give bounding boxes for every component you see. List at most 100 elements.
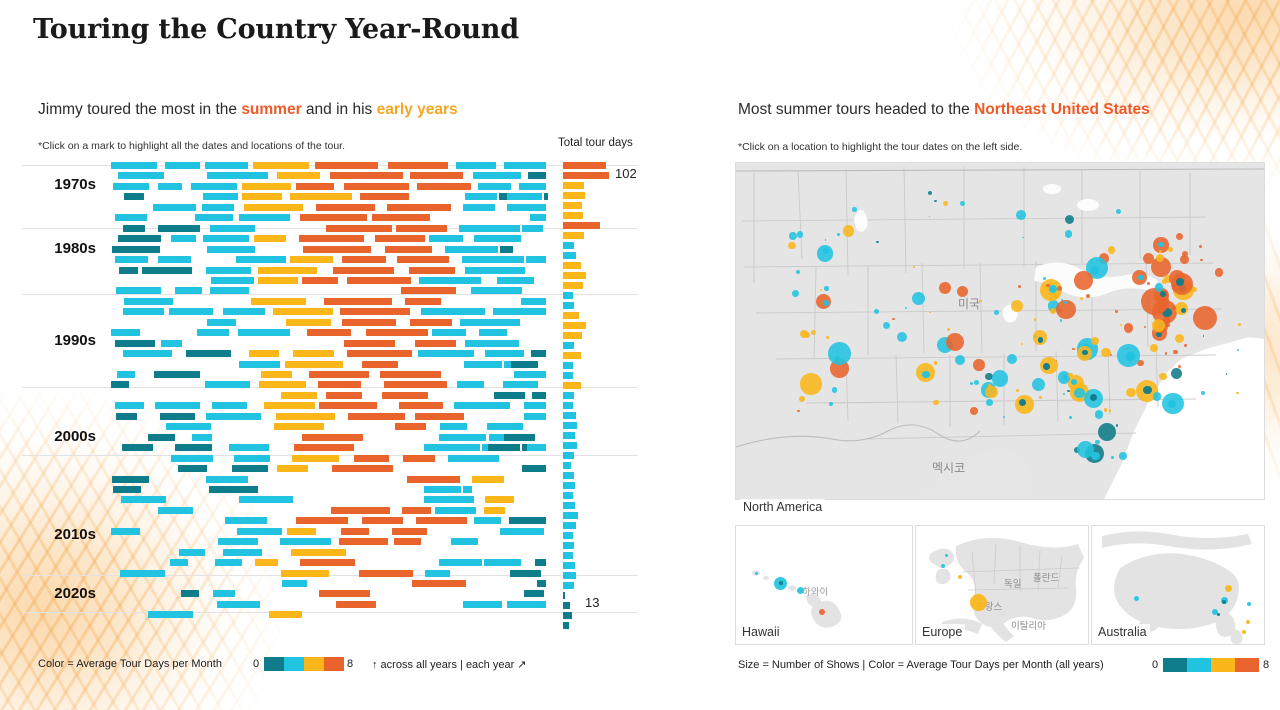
heatmap-cell[interactable] <box>239 214 291 222</box>
heatmap-cell[interactable] <box>531 350 546 358</box>
heatmap-cell[interactable] <box>152 203 197 211</box>
map-bubble[interactable] <box>1022 236 1024 239</box>
heatmap-cell[interactable] <box>438 559 483 567</box>
heatmap-cell[interactable] <box>229 444 269 452</box>
map-bubble[interactable] <box>1047 300 1060 312</box>
total-tour-days-bar[interactable] <box>563 392 574 399</box>
heatmap-cell[interactable] <box>379 371 441 378</box>
total-tour-days-bar[interactable] <box>563 502 576 509</box>
total-tour-days-bar[interactable] <box>563 492 574 499</box>
total-tour-days-bar[interactable] <box>563 402 574 409</box>
heatmap-cell[interactable] <box>424 496 474 504</box>
heatmap-cell[interactable] <box>439 423 467 431</box>
map-bubble[interactable] <box>1146 281 1150 285</box>
heatmap-cell[interactable] <box>444 245 499 253</box>
total-tour-days-bar[interactable] <box>563 512 578 519</box>
heatmap-cell[interactable] <box>528 172 546 180</box>
heatmap-cell[interactable] <box>113 485 142 493</box>
heatmap-cell[interactable] <box>488 444 520 452</box>
map-bubble[interactable] <box>1108 409 1112 412</box>
heatmap-cell[interactable] <box>205 412 261 420</box>
total-tour-days-bar[interactable] <box>563 572 576 579</box>
map-bubble[interactable] <box>1162 307 1172 317</box>
total-tour-days-bar[interactable] <box>563 542 574 549</box>
map-bubble[interactable] <box>985 385 998 399</box>
heatmap-cell[interactable] <box>464 193 498 201</box>
map-bubble[interactable] <box>1020 342 1023 346</box>
map-bubble[interactable] <box>1173 349 1178 355</box>
heatmap-cell[interactable] <box>461 256 525 263</box>
map-bubble[interactable] <box>1200 258 1204 262</box>
heatmap-cell[interactable] <box>284 360 344 368</box>
map-bubble[interactable] <box>1115 208 1122 215</box>
total-tour-days-bar[interactable] <box>563 482 576 489</box>
heatmap-cell[interactable] <box>282 580 307 587</box>
heatmap-cell[interactable] <box>388 162 448 169</box>
total-tour-days-bar[interactable] <box>563 182 584 189</box>
total-tour-days-bar[interactable] <box>563 352 581 359</box>
heatmap-cell[interactable] <box>486 423 524 431</box>
map-bubble[interactable] <box>986 399 993 406</box>
heatmap-cell[interactable] <box>208 485 259 493</box>
heatmap-cell[interactable] <box>382 391 428 399</box>
heatmap-cell[interactable] <box>205 475 249 483</box>
total-tour-days-bar[interactable] <box>563 262 581 269</box>
map-bubble[interactable] <box>1151 257 1171 278</box>
heatmap-cell[interactable] <box>170 235 196 243</box>
map-bubble[interactable] <box>1037 337 1043 343</box>
map-europe[interactable]: 독일 폴란드 프랑스 이탈리아 Europe <box>915 525 1089 645</box>
map-bubble[interactable] <box>1143 253 1155 264</box>
map-bubble[interactable] <box>1115 424 1119 427</box>
heatmap-cell[interactable] <box>393 538 422 546</box>
heatmap-cell[interactable] <box>153 371 201 378</box>
heatmap-cell[interactable] <box>112 475 149 483</box>
heatmap-cell[interactable] <box>510 360 538 368</box>
heatmap-cell[interactable] <box>454 402 510 410</box>
heatmap-cell[interactable] <box>371 214 430 222</box>
map-bubble[interactable] <box>1091 336 1100 345</box>
map-bubble[interactable] <box>1177 364 1182 369</box>
map-bubble[interactable] <box>1019 398 1027 406</box>
heatmap-cell[interactable] <box>503 433 536 441</box>
heatmap-cell[interactable] <box>178 548 206 556</box>
map-bubble[interactable] <box>823 300 829 306</box>
heatmap-cell[interactable] <box>148 611 193 619</box>
map-bubble[interactable] <box>1126 352 1135 361</box>
map-bubble[interactable] <box>826 336 829 339</box>
heatmap-cell[interactable] <box>405 297 442 305</box>
map-bubble[interactable] <box>969 593 987 611</box>
heatmap-cell[interactable] <box>210 224 255 232</box>
heatmap-cell[interactable] <box>169 559 189 567</box>
map-bubble[interactable] <box>1101 347 1111 358</box>
map-bubble[interactable] <box>1067 389 1070 393</box>
heatmap-cell[interactable] <box>191 433 213 441</box>
heatmap-cell[interactable] <box>160 412 195 420</box>
map-bubble[interactable] <box>911 291 926 306</box>
map-bubble[interactable] <box>1079 296 1083 300</box>
heatmap-cell[interactable] <box>500 245 514 253</box>
heatmap-cell[interactable] <box>534 559 546 567</box>
heatmap-cell[interactable] <box>255 559 278 567</box>
heatmap-cell[interactable] <box>207 245 255 253</box>
map-bubble[interactable] <box>970 407 978 415</box>
heatmap-cell[interactable] <box>518 182 546 190</box>
heatmap-cell[interactable] <box>424 444 480 452</box>
total-tour-days-bar[interactable] <box>563 472 575 479</box>
map-bubble[interactable] <box>874 308 880 314</box>
map-bubble[interactable] <box>1071 379 1078 386</box>
map-bubble[interactable] <box>1076 440 1094 458</box>
heatmap-cell[interactable] <box>450 538 479 546</box>
map-bubble[interactable] <box>1006 353 1018 365</box>
total-tour-days-bar[interactable] <box>563 232 584 239</box>
total-tour-days-bar[interactable] <box>563 522 576 529</box>
heatmap-cell[interactable] <box>166 423 211 431</box>
heatmap-cell[interactable] <box>295 182 334 190</box>
heatmap-cell[interactable] <box>448 454 500 462</box>
map-bubble[interactable] <box>1133 595 1139 601</box>
heatmap-cell[interactable] <box>314 162 379 169</box>
heatmap-cell[interactable] <box>148 433 176 441</box>
heatmap-cell[interactable] <box>209 287 249 295</box>
total-tour-days-bar[interactable] <box>563 462 572 469</box>
heatmap-cell[interactable] <box>429 235 463 243</box>
map-bubble[interactable] <box>922 371 930 379</box>
